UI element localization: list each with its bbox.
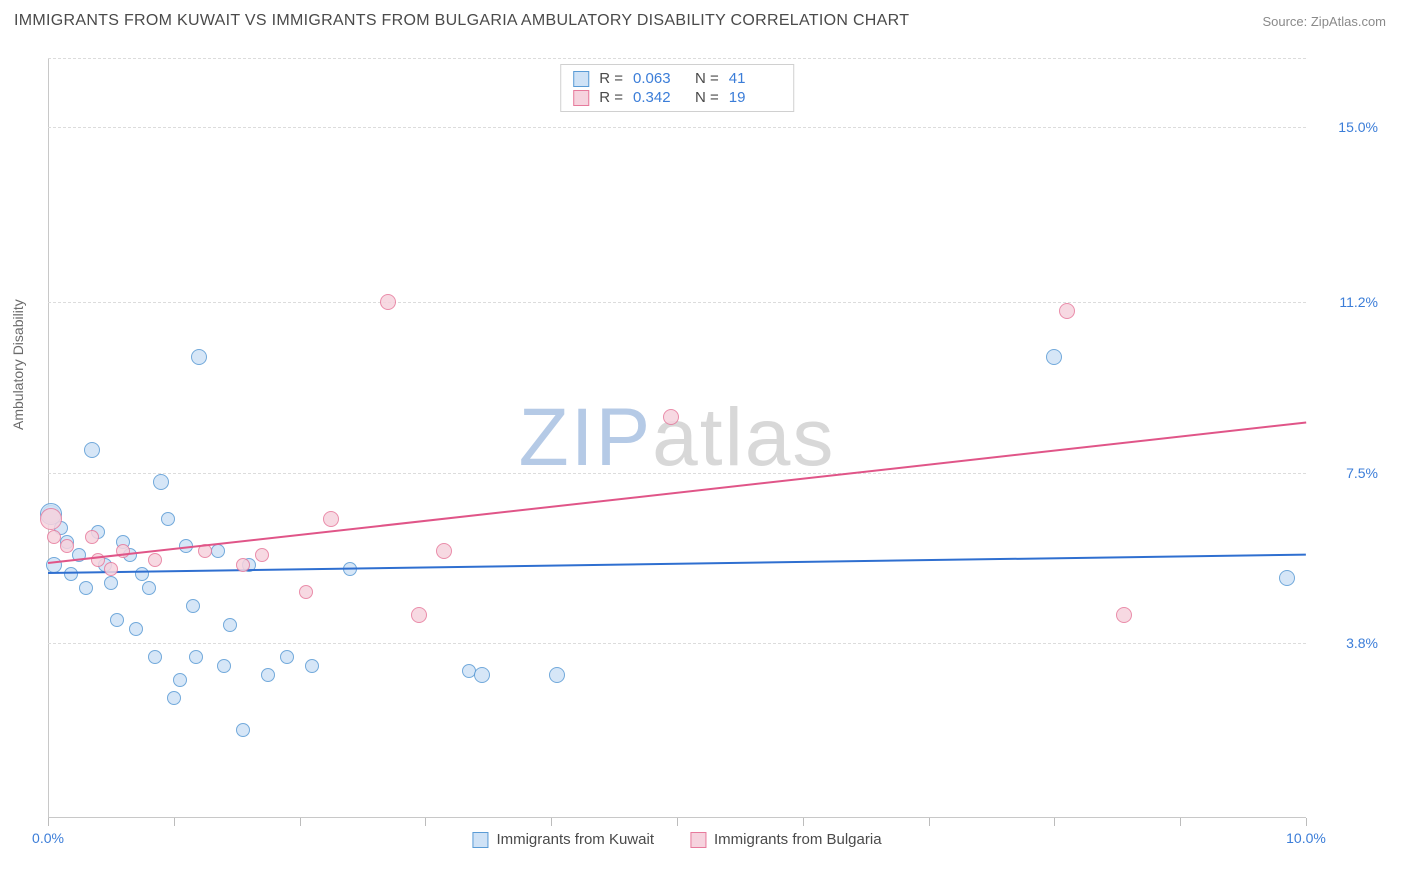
legend-item-kuwait: Immigrants from Kuwait [472,831,654,848]
data-point [104,576,118,590]
data-point [142,581,156,595]
n-label: N = [695,70,719,87]
y-tick-label: 15.0% [1318,119,1378,135]
data-point [663,409,679,425]
data-point [280,650,294,664]
series-legend: Immigrants from Kuwait Immigrants from B… [472,831,881,848]
stats-legend: R = 0.063 N = 41 R = 0.342 N = 19 [560,64,794,112]
swatch-kuwait [472,832,488,848]
data-point [191,349,207,365]
swatch-kuwait [573,71,589,87]
data-point [436,543,452,559]
swatch-bulgaria [690,832,706,848]
chart-title: IMMIGRANTS FROM KUWAIT VS IMMIGRANTS FRO… [14,12,909,30]
data-point [79,581,93,595]
data-point [148,553,162,567]
data-point [104,562,118,576]
data-point [323,511,339,527]
x-tick [48,818,49,826]
swatch-bulgaria [573,90,589,106]
legend-item-bulgaria: Immigrants from Bulgaria [690,831,882,848]
gridline [48,127,1306,128]
data-point [173,673,187,687]
x-tick [300,818,301,826]
data-point [474,667,490,683]
data-point [236,558,250,572]
watermark: ZIPatlas [519,391,836,485]
source-attribution: Source: ZipAtlas.com [1262,14,1386,29]
data-point [217,659,231,673]
data-point [255,548,269,562]
regression-line-bulgaria [48,422,1306,564]
data-point [1059,303,1075,319]
data-point [135,567,149,581]
n-value-kuwait: 41 [729,70,781,87]
data-point [1116,607,1132,623]
y-tick-label: 7.5% [1318,465,1378,481]
data-point [40,508,62,530]
data-point [167,691,181,705]
r-value-kuwait: 0.063 [633,70,685,87]
x-tick [803,818,804,826]
gridline [48,58,1306,59]
legend-label-bulgaria: Immigrants from Bulgaria [714,831,882,848]
x-tick [174,818,175,826]
gridline [48,643,1306,644]
x-tick [1054,818,1055,826]
x-tick [425,818,426,826]
data-point [186,599,200,613]
y-axis-label: Ambulatory Disability [10,299,26,430]
data-point [85,530,99,544]
data-point [189,650,203,664]
data-point [129,622,143,636]
y-tick-label: 11.2% [1318,294,1378,310]
x-tick [1180,818,1181,826]
n-label: N = [695,89,719,106]
watermark-zip: ZIP [519,392,653,483]
data-point [110,613,124,627]
data-point [60,539,74,553]
data-point [64,567,78,581]
legend-label-kuwait: Immigrants from Kuwait [496,831,654,848]
data-point [549,667,565,683]
x-tick [551,818,552,826]
data-point [261,668,275,682]
y-axis-line [48,58,49,818]
stats-row-kuwait: R = 0.063 N = 41 [573,69,781,88]
data-point [211,544,225,558]
data-point [47,530,61,544]
scatter-plot: ZIPatlas R = 0.063 N = 41 R = 0.342 N = … [48,58,1306,818]
data-point [411,607,427,623]
x-tick [1306,818,1307,826]
data-point [299,585,313,599]
x-tick [929,818,930,826]
r-label: R = [599,89,623,106]
data-point [84,442,100,458]
gridline [48,302,1306,303]
data-point [153,474,169,490]
data-point [305,659,319,673]
data-point [223,618,237,632]
x-tick-label: 0.0% [32,830,64,846]
y-tick-label: 3.8% [1318,635,1378,651]
x-tick [677,818,678,826]
header: IMMIGRANTS FROM KUWAIT VS IMMIGRANTS FRO… [0,0,1406,36]
data-point [236,723,250,737]
stats-row-bulgaria: R = 0.342 N = 19 [573,88,781,107]
data-point [46,557,62,573]
data-point [148,650,162,664]
n-value-bulgaria: 19 [729,89,781,106]
gridline [48,473,1306,474]
r-value-bulgaria: 0.342 [633,89,685,106]
data-point [1046,349,1062,365]
x-tick-label: 10.0% [1286,830,1326,846]
watermark-atlas: atlas [652,392,835,483]
data-point [1279,570,1295,586]
data-point [380,294,396,310]
r-label: R = [599,70,623,87]
data-point [161,512,175,526]
